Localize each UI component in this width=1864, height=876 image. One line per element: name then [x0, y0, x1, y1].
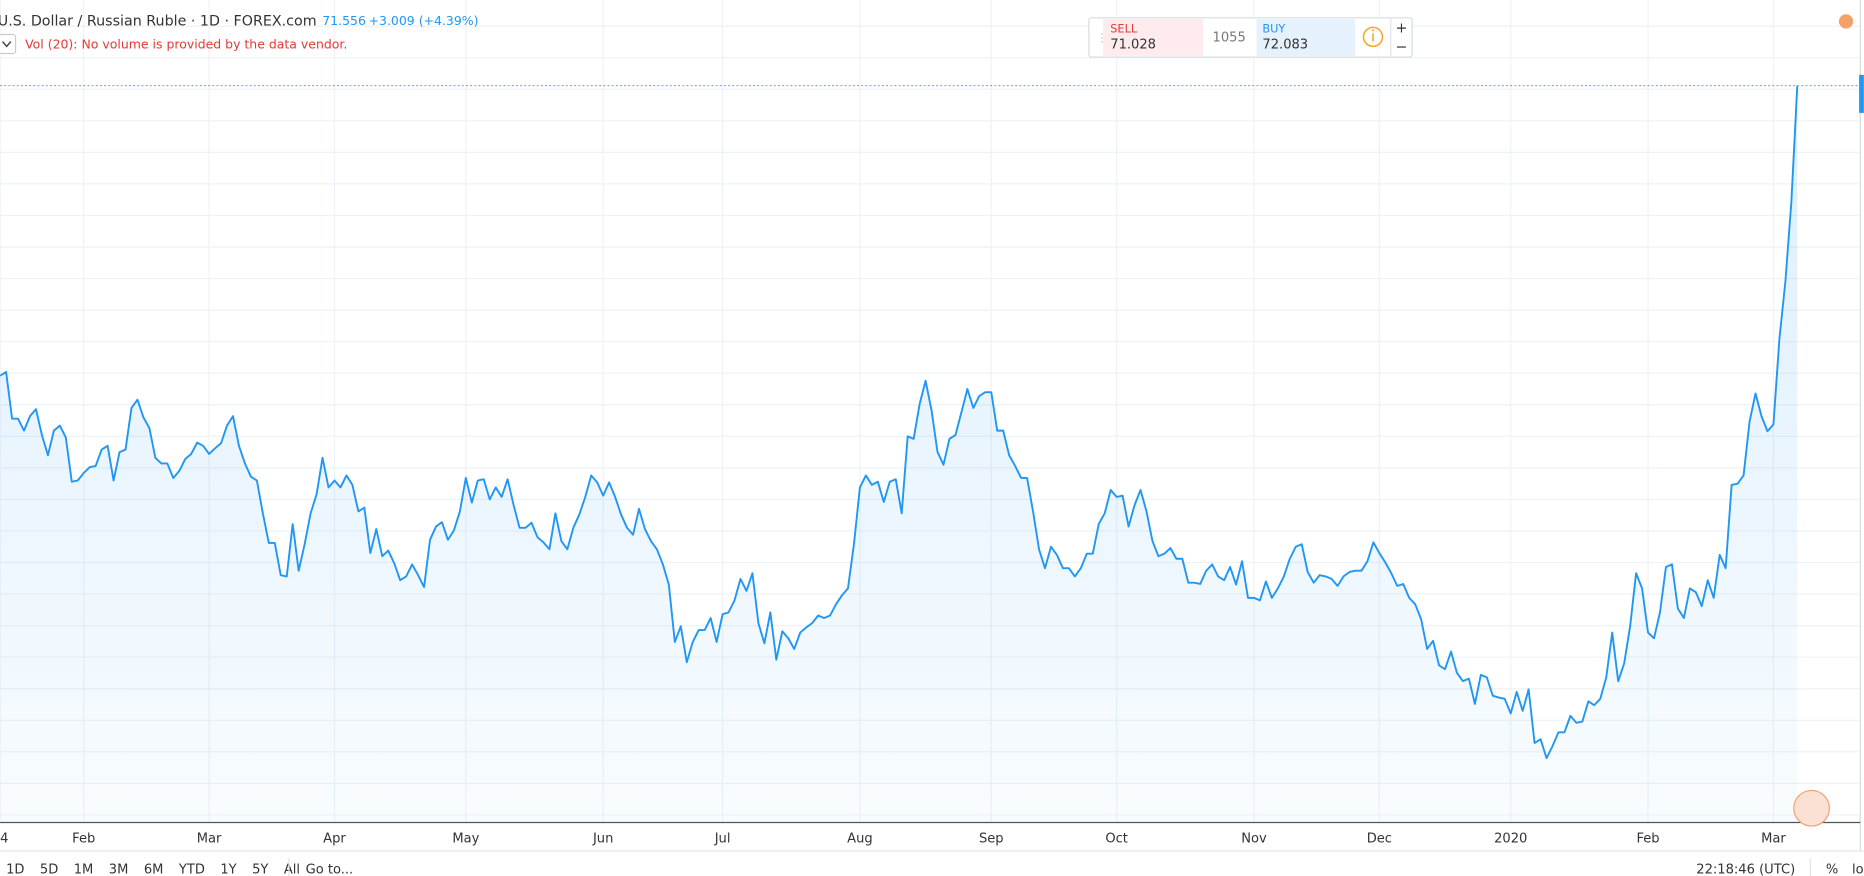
info-dot [1371, 29, 1375, 32]
spread: 1055 [1213, 31, 1246, 46]
buy-button[interactable] [1256, 19, 1356, 56]
range-button[interactable]: All [284, 863, 300, 876]
x-axis: 14 Feb Mar Apr May Jun Jul Aug Sep Oct Nov Dec 2020 F… [0, 832, 1786, 847]
sell-price: 71.028 [1110, 38, 1156, 53]
range-button[interactable]: YTD [178, 863, 205, 876]
x-tick-label: Mar [1761, 832, 1786, 847]
clock: 22:18:46 (UTC) [1696, 863, 1795, 876]
x-tick-label: Oct [1105, 832, 1128, 847]
buy-price: 72.083 [1262, 38, 1308, 53]
x-tick-label: Feb [72, 832, 95, 847]
area [0, 85, 1798, 823]
zoom-out[interactable]: − [1396, 40, 1408, 56]
log-toggle[interactable]: lo [1852, 863, 1864, 876]
range-button[interactable]: 5D [40, 863, 58, 876]
chevron-icon [1, 41, 12, 48]
range-button[interactable]: 1Y [220, 863, 236, 876]
chart-title: U.S. Dollar / Russian Ruble · 1D · FOREX… [0, 13, 317, 29]
volume-note: Vol (20): No volume is provided by the d… [25, 37, 347, 52]
x-tick-label: Jul [714, 832, 731, 847]
x-tick-label: Aug [847, 832, 873, 847]
last-price: 71.556 [322, 13, 366, 28]
percent-toggle[interactable]: % [1826, 863, 1838, 876]
goto-button[interactable]: Go to... [306, 863, 354, 876]
collapse-button[interactable] [0, 33, 17, 55]
x-tick-label: 14 [0, 832, 8, 847]
x-tick-label: Feb [1636, 832, 1659, 847]
plot [0, 85, 1861, 823]
alert-icon[interactable] [1838, 14, 1854, 29]
range-button[interactable]: 1M [74, 863, 94, 876]
x-tick-label: Mar [197, 832, 222, 847]
flag-badge [1793, 789, 1830, 827]
sell-button[interactable] [1103, 19, 1204, 56]
range-button[interactable]: 1D [6, 863, 24, 876]
range-button[interactable]: 6M [144, 863, 164, 876]
price-change: +3.009 (+4.39%) [369, 13, 479, 28]
buy-label: BUY [1262, 23, 1285, 36]
x-tick-label: Dec [1367, 832, 1392, 847]
trade-widget: ⋮⋮ SELL 71.028 1055 BUY 72.083 + − [1088, 17, 1413, 58]
x-tick-label: Jun [592, 832, 613, 847]
range-button[interactable]: 3M [109, 863, 129, 876]
range-toolbar: 1D 5D 1M 3M 6M YTD 1Y 5Y All [6, 863, 300, 876]
zoom-in[interactable]: + [1396, 21, 1408, 37]
x-tick-label: Apr [323, 832, 346, 847]
x-tick-label: Sep [979, 832, 1004, 847]
x-tick-label: 2020 [1494, 832, 1527, 847]
price-marker [1859, 74, 1864, 113]
price-line [0, 85, 1799, 760]
x-tick-label: Nov [1241, 832, 1267, 847]
x-tick-label: May [452, 832, 479, 847]
sell-label: SELL [1110, 23, 1138, 36]
range-button[interactable]: 5Y [252, 863, 268, 876]
